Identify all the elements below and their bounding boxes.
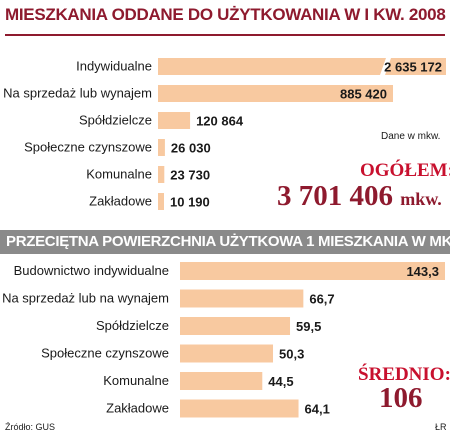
bar	[180, 344, 274, 363]
value-label: 120 864	[196, 114, 244, 129]
category-label: Społeczne czynszowe	[41, 346, 169, 361]
author-credit: ŁR	[435, 422, 447, 432]
chart-average-area: Budownictwo indywidualne 143,3 Na sprzedaż…	[2, 262, 445, 418]
bar	[158, 85, 393, 102]
bar	[158, 193, 164, 210]
bar	[180, 317, 291, 335]
category-label: Zakładowe	[89, 194, 152, 209]
category-label: Komunalne	[86, 167, 152, 182]
value-label: 2 635 172	[384, 60, 442, 75]
value-label: 44,5	[268, 374, 293, 389]
bar	[180, 399, 299, 418]
value-label: 66,7	[309, 292, 334, 307]
value-label: 10 190	[170, 195, 210, 210]
category-label: Budownictwo indywidualne	[14, 263, 169, 278]
category-label: Komunalne	[103, 373, 169, 388]
category-label: Na sprzedaż lub wynajem	[3, 86, 152, 101]
bar	[180, 372, 263, 390]
total-number: 3 701 406	[277, 180, 393, 212]
bar	[180, 289, 304, 308]
value-label: 143,3	[406, 264, 439, 279]
value-label: 885 420	[340, 87, 387, 102]
source-note: Źródło: GUS	[5, 422, 56, 432]
value-label: 23 730	[170, 168, 210, 183]
bar-continuation	[385, 58, 446, 75]
category-label: Na sprzedaż lub na wynajem	[2, 291, 169, 306]
category-label: Spółdzielcze	[96, 318, 169, 333]
value-label: 26 030	[171, 141, 211, 156]
category-label: Zakładowe	[106, 401, 169, 416]
total-value: 3 701 406 mkw.	[277, 180, 442, 213]
bar	[158, 166, 165, 183]
chart-title: MIESZKANIA ODDANE DO UŻYTKOWANIA W I KW.…	[5, 5, 450, 24]
units-note: Dane w mkw.	[381, 131, 441, 142]
section-band: PRZECIĘTNA POWIERZCHNIA UŻYTKOWA 1 MIESZ…	[0, 230, 450, 254]
bar	[158, 139, 165, 156]
average-value: 106	[379, 382, 423, 414]
chart-flats-completed: Indywidualne 2 635 172 Na sprzedaż lub wyn…	[3, 58, 446, 210]
bar	[158, 112, 191, 129]
category-label: Społeczne czynszowe	[24, 140, 152, 155]
total-unit: mkw.	[400, 189, 442, 209]
title-rule	[5, 34, 445, 36]
value-label: 50,3	[279, 347, 304, 362]
section-title: PRZECIĘTNA POWIERZCHNIA UŻYTKOWA 1 MIESZ…	[6, 233, 450, 250]
value-label: 64,1	[305, 402, 330, 417]
bar	[180, 262, 445, 280]
category-label: Spółdzielcze	[79, 113, 152, 128]
value-label: 59,5	[296, 319, 321, 334]
bar	[158, 58, 386, 75]
total-label: OGÓŁEM:	[360, 160, 450, 181]
average-label: ŚREDNIO:	[358, 364, 450, 385]
category-label: Indywidualne	[76, 59, 152, 74]
